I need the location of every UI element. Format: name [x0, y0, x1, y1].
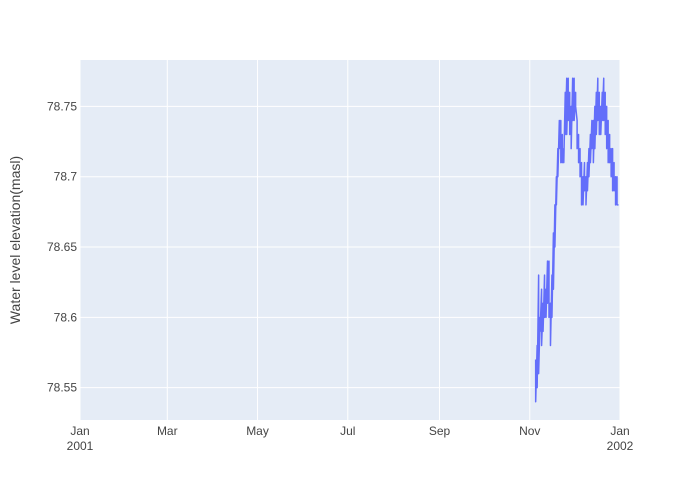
x-tick-label: Jul — [340, 424, 355, 438]
y-tick-label: 78.75 — [47, 99, 77, 113]
series-line — [534, 77, 619, 403]
y-axis-ticks: 78.55 78.6 78.65 78.7 78.75 — [47, 99, 77, 394]
x-tick-label: Jan — [70, 424, 89, 438]
x-tick-label: Jan — [610, 424, 629, 438]
y-tick-label: 78.7 — [54, 170, 78, 184]
x-tick-year-label: 2002 — [607, 439, 634, 453]
x-tick-label: Nov — [519, 424, 540, 438]
y-tick-label: 78.65 — [47, 240, 77, 254]
x-tick-label: May — [246, 424, 269, 438]
x-tick-label: Sep — [429, 424, 451, 438]
grid-lines — [79, 60, 621, 420]
series-layer — [534, 77, 619, 403]
y-tick-label: 78.55 — [47, 381, 77, 395]
x-tick-year-label: 2001 — [67, 439, 94, 453]
y-tick-label: 78.6 — [54, 310, 78, 324]
y-axis-title: Water level elevation(masl) — [7, 156, 23, 324]
x-tick-label: Mar — [157, 424, 178, 438]
